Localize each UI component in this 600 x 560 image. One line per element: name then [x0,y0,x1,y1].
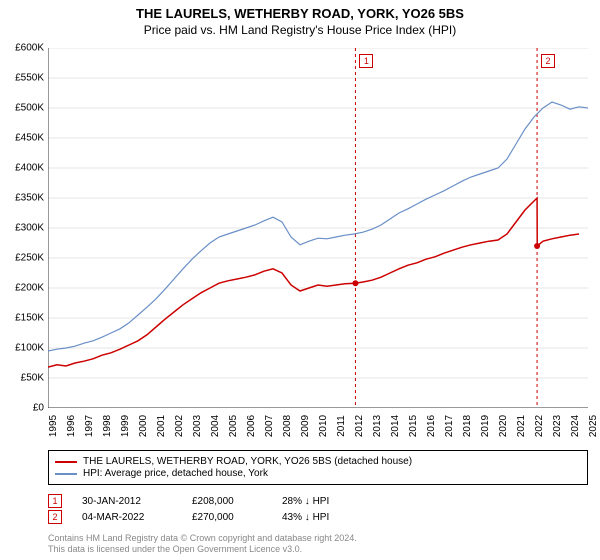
x-tick-label: 2004 [210,415,221,437]
legend-row: THE LAURELS, WETHERBY ROAD, YORK, YO26 5… [55,456,581,467]
x-tick-label: 1996 [66,415,77,437]
y-tick-label: £350K [0,193,44,204]
y-tick-label: £50K [0,373,44,384]
x-axis: 1995 1996 1997 1998 1999 2000 2001 2002 2003 2004… [48,408,588,438]
x-tick-label: 2021 [516,415,527,437]
x-tick-label: 2016 [426,415,437,437]
x-tick-label: 2025 [588,415,599,437]
chart-svg [48,48,588,408]
x-tick-label: 2014 [390,415,401,437]
x-tick-label: 2000 [138,415,149,437]
x-tick-label: 2002 [174,415,185,437]
chart-subtitle: Price paid vs. HM Land Registry's House … [0,21,600,45]
x-tick-label: 2018 [462,415,473,437]
y-axis: £0£50K£100K£150K£200K£250K£300K£350K£400… [0,48,48,408]
marker-pct: 43% ↓ HPI [282,512,372,523]
x-tick-label: 2013 [372,415,383,437]
x-tick-label: 2020 [498,415,509,437]
marker-badge: 2 [48,510,62,524]
x-tick-label: 2019 [480,415,491,437]
x-tick-label: 2003 [192,415,203,437]
x-tick-label: 2006 [246,415,257,437]
y-tick-label: £550K [0,73,44,84]
legend-label: THE LAURELS, WETHERBY ROAD, YORK, YO26 5… [83,456,412,467]
y-tick-label: £450K [0,133,44,144]
x-tick-label: 2010 [318,415,329,437]
y-tick-label: £100K [0,343,44,354]
x-tick-label: 2024 [570,415,581,437]
y-tick-label: £200K [0,283,44,294]
marker-date: 30-JAN-2012 [82,496,172,507]
y-tick-label: £300K [0,223,44,234]
x-tick-label: 2015 [408,415,419,437]
y-tick-label: £500K [0,103,44,114]
x-tick-label: 2008 [282,415,293,437]
markers-table: 1 30-JAN-2012 £208,000 28% ↓ HPI 2 04-MAR-202… [48,492,588,526]
y-tick-label: £0 [0,403,44,414]
x-tick-label: 1998 [102,415,113,437]
x-tick-label: 2012 [354,415,365,437]
marker-date: 04-MAR-2022 [82,512,172,523]
x-tick-label: 2001 [156,415,167,437]
y-tick-label: £600K [0,43,44,54]
legend-row: HPI: Average price, detached house, York [55,468,581,479]
marker-price: £270,000 [192,512,262,523]
legend-swatch [55,473,77,475]
x-tick-label: 2022 [534,415,545,437]
x-tick-label: 2009 [300,415,311,437]
chart-marker-badge: 2 [541,54,555,68]
footer-line-2: This data is licensed under the Open Gov… [48,544,357,556]
y-tick-label: £250K [0,253,44,264]
legend: THE LAURELS, WETHERBY ROAD, YORK, YO26 5… [48,450,588,485]
x-tick-label: 1997 [84,415,95,437]
footer-line-1: Contains HM Land Registry data © Crown c… [48,533,357,545]
x-tick-label: 1999 [120,415,131,437]
plot-area: 12 [48,48,588,408]
x-tick-label: 2007 [264,415,275,437]
y-tick-label: £400K [0,163,44,174]
marker-pct: 28% ↓ HPI [282,496,372,507]
x-tick-label: 1995 [48,415,59,437]
legend-swatch [55,461,77,463]
x-tick-label: 2011 [336,415,347,437]
x-tick-label: 2017 [444,415,455,437]
legend-label: HPI: Average price, detached house, York [83,468,268,479]
marker-price: £208,000 [192,496,262,507]
y-tick-label: £150K [0,313,44,324]
footer: Contains HM Land Registry data © Crown c… [48,533,357,556]
chart-container: THE LAURELS, WETHERBY ROAD, YORK, YO26 5… [0,0,600,560]
x-tick-label: 2023 [552,415,563,437]
chart-title: THE LAURELS, WETHERBY ROAD, YORK, YO26 5… [0,0,600,21]
marker-row: 1 30-JAN-2012 £208,000 28% ↓ HPI [48,494,588,508]
x-tick-label: 2005 [228,415,239,437]
marker-row: 2 04-MAR-2022 £270,000 43% ↓ HPI [48,510,588,524]
marker-badge: 1 [48,494,62,508]
chart-marker-badge: 1 [359,54,373,68]
